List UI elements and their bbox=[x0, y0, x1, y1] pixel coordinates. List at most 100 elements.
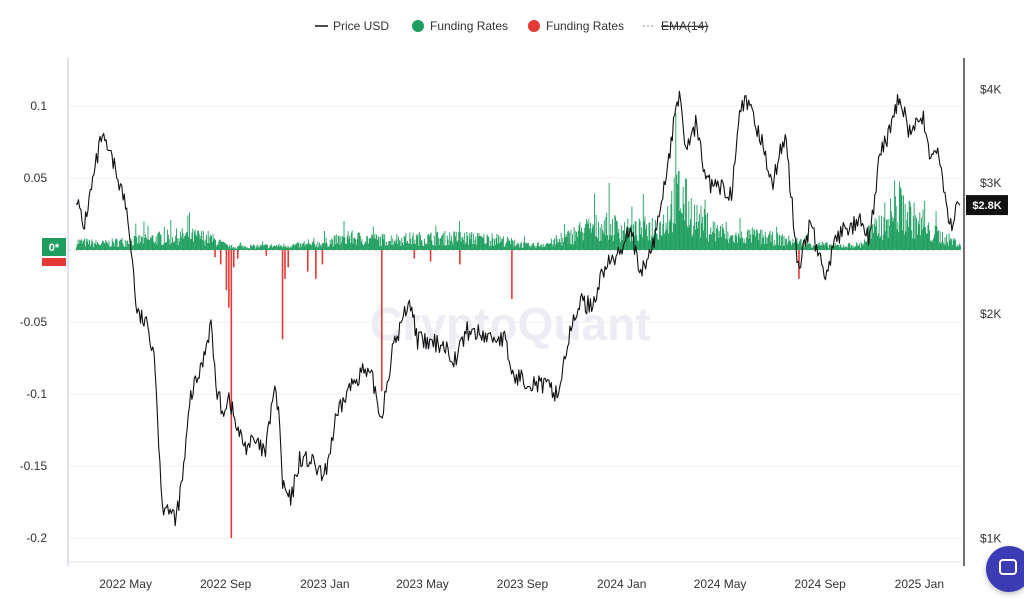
funding-bar-positive bbox=[280, 245, 282, 250]
funding-bar-positive bbox=[206, 234, 208, 250]
funding-bar-positive bbox=[799, 239, 801, 250]
funding-bar-positive bbox=[131, 240, 133, 250]
funding-bar-positive bbox=[685, 178, 687, 250]
funding-bar-positive bbox=[930, 240, 932, 250]
funding-bar-positive bbox=[511, 240, 513, 250]
funding-bar-positive bbox=[768, 232, 770, 250]
funding-bar-negative bbox=[321, 250, 324, 265]
funding-bar-positive bbox=[332, 246, 334, 250]
funding-bar-positive bbox=[458, 231, 460, 250]
funding-bar-positive bbox=[377, 236, 379, 250]
funding-bar-positive bbox=[238, 245, 240, 250]
funding-bar-positive bbox=[679, 210, 681, 250]
funding-bar-positive bbox=[718, 237, 720, 250]
funding-bar-positive bbox=[820, 245, 822, 250]
funding-bar-positive bbox=[305, 243, 307, 250]
funding-bar-positive bbox=[406, 240, 408, 250]
funding-bar-positive bbox=[321, 243, 323, 250]
funding-bar-positive bbox=[649, 222, 651, 250]
funding-bar-positive bbox=[447, 239, 449, 250]
funding-bar-negative bbox=[228, 250, 230, 308]
funding-bar-positive bbox=[873, 223, 875, 250]
funding-bar-positive bbox=[105, 239, 107, 250]
funding-bar-positive bbox=[913, 202, 915, 250]
funding-bar-positive bbox=[434, 245, 436, 250]
funding-bar-positive bbox=[608, 182, 610, 250]
funding-bar-positive bbox=[574, 241, 576, 250]
funding-bar-positive bbox=[167, 234, 169, 250]
funding-bar-positive bbox=[396, 234, 398, 250]
funding-bar-positive bbox=[255, 245, 257, 250]
funding-bar-positive bbox=[184, 236, 186, 250]
funding-bar-positive bbox=[860, 242, 862, 250]
legend-item-label[interactable]: Price USD bbox=[333, 19, 389, 33]
funding-bar-positive bbox=[772, 245, 774, 250]
funding-bar-positive bbox=[286, 245, 288, 250]
funding-bar-positive bbox=[441, 236, 443, 250]
funding-bar-positive bbox=[584, 227, 586, 250]
funding-bar-positive bbox=[388, 241, 390, 250]
legend-item-label[interactable]: Funding Rates bbox=[430, 19, 508, 33]
legend-item-label[interactable]: Funding Rates bbox=[546, 19, 624, 33]
funding-bar-positive bbox=[645, 229, 647, 250]
funding-bar-positive bbox=[920, 235, 922, 250]
funding-bar-positive bbox=[752, 234, 754, 250]
funding-bar-positive bbox=[742, 237, 743, 250]
funding-bar-positive bbox=[889, 225, 891, 250]
funding-bar-positive bbox=[894, 180, 896, 250]
funding-bar-positive bbox=[535, 248, 537, 250]
funding-bar-positive bbox=[319, 244, 321, 250]
funding-bar-positive bbox=[386, 245, 388, 250]
funding-bar-negative bbox=[265, 250, 268, 256]
funding-bar-positive bbox=[731, 235, 733, 250]
x-axis: 2022 May 2022 Sep 2023 Jan 2023 May 2023 Sep… bbox=[68, 561, 962, 591]
funding-bar-positive bbox=[872, 232, 874, 250]
chat-support-button[interactable] bbox=[986, 546, 1024, 592]
funding-bar-negative bbox=[225, 250, 228, 291]
funding-bar-positive bbox=[474, 239, 476, 250]
left-tick-label: -0.2 bbox=[26, 531, 47, 545]
funding-bar-positive bbox=[777, 244, 779, 250]
funding-bar-positive bbox=[522, 247, 524, 250]
funding-bar-positive bbox=[376, 234, 377, 250]
funding-bar-positive bbox=[312, 241, 314, 250]
funding-bar-positive bbox=[302, 243, 304, 250]
funding-bar-positive bbox=[180, 231, 181, 250]
right-tick-label: $3K bbox=[980, 176, 1001, 190]
funding-bar-positive bbox=[793, 243, 795, 250]
funding-bar-positive bbox=[857, 245, 859, 250]
funding-bar-positive bbox=[663, 233, 665, 250]
funding-bar-positive bbox=[646, 224, 647, 250]
funding-bar-positive bbox=[311, 245, 312, 250]
left-tick-label: 0.05 bbox=[24, 171, 48, 185]
funding-bar-positive bbox=[116, 239, 118, 250]
funding-bar-positive bbox=[97, 242, 99, 250]
funding-bar-positive bbox=[837, 244, 839, 250]
funding-bar-positive bbox=[754, 230, 756, 250]
funding-bar-positive bbox=[97, 243, 99, 250]
funding-bar-positive bbox=[528, 243, 530, 250]
funding-bar-positive bbox=[561, 245, 563, 250]
funding-bar-positive bbox=[366, 235, 368, 250]
funding-bar-positive bbox=[803, 240, 804, 250]
watermark: CryptoQuant bbox=[369, 298, 650, 350]
funding-bar-positive bbox=[609, 235, 611, 250]
funding-bar-positive bbox=[641, 227, 643, 250]
funding-bar-positive bbox=[359, 232, 360, 250]
funding-bar-positive bbox=[924, 200, 926, 250]
funding-bar-positive bbox=[556, 238, 558, 250]
funding-bar-positive bbox=[111, 238, 113, 250]
funding-bar-positive bbox=[520, 243, 521, 250]
funding-bar-positive bbox=[943, 245, 945, 250]
funding-bar-positive bbox=[204, 245, 206, 250]
funding-bar-positive bbox=[530, 244, 532, 250]
funding-bar-positive bbox=[590, 232, 592, 250]
funding-bar-positive bbox=[764, 231, 766, 250]
funding-bar-positive bbox=[514, 239, 516, 250]
legend-item-label[interactable]: EMA(14) bbox=[661, 19, 708, 33]
funding-bar-positive bbox=[235, 248, 237, 250]
funding-bar-positive bbox=[503, 246, 505, 250]
funding-bar-positive bbox=[304, 246, 306, 250]
funding-bar-positive bbox=[209, 236, 211, 250]
funding-bar-positive bbox=[559, 242, 561, 250]
